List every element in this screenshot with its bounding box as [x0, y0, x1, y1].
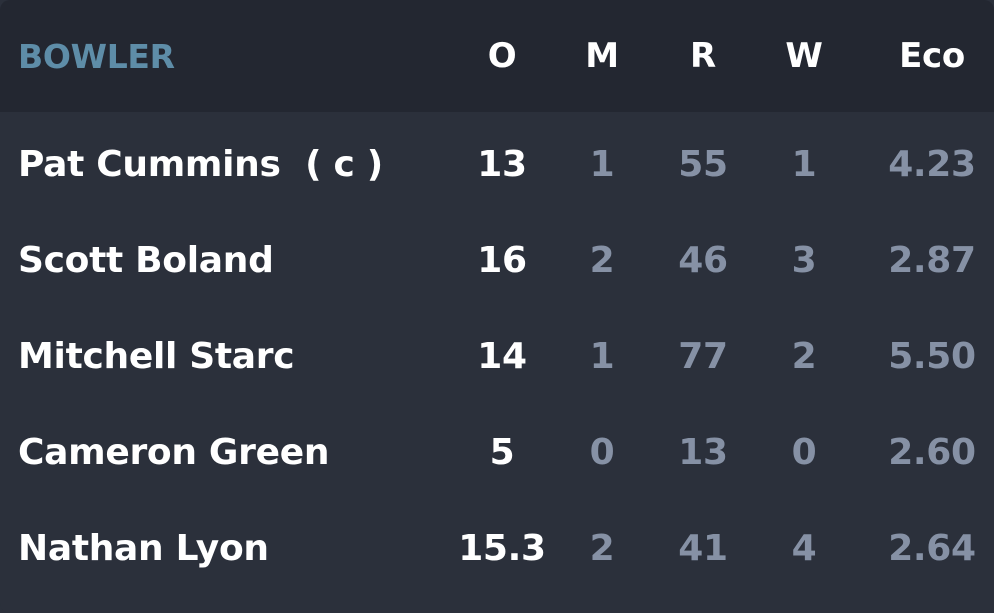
runs-value: 46: [678, 239, 728, 281]
maidens-value: 2: [589, 239, 615, 281]
bowler-name: Cameron Green: [18, 431, 330, 473]
table-row[interactable]: Pat Cummins ( c ) 13 1 55 1 4.23: [0, 116, 994, 212]
header-bowler: BOWLER: [18, 36, 175, 76]
overs-value: 14: [477, 335, 527, 377]
runs-value: 41: [678, 527, 728, 569]
maidens-value: 1: [589, 143, 615, 185]
bowler-name: Pat Cummins ( c ): [18, 143, 383, 185]
overs-value: 5: [489, 431, 515, 473]
header-economy: Eco: [899, 36, 965, 76]
economy-value: 2.87: [888, 239, 976, 281]
bowler-name: Scott Boland: [18, 239, 274, 281]
maidens-value: 1: [589, 335, 615, 377]
economy-value: 4.23: [888, 143, 976, 185]
table-row[interactable]: Mitchell Starc 14 1 77 2 5.50: [0, 308, 994, 404]
runs-value: 13: [678, 431, 728, 473]
wickets-value: 3: [791, 239, 817, 281]
header-overs: O: [487, 36, 517, 76]
table-row[interactable]: Nathan Lyon 15.3 2 41 4 2.64: [0, 500, 994, 596]
economy-value: 5.50: [888, 335, 976, 377]
header-maidens: M: [585, 36, 619, 76]
wickets-value: 0: [791, 431, 817, 473]
header-runs: R: [690, 36, 716, 76]
overs-value: 15.3: [458, 527, 546, 569]
maidens-value: 2: [589, 527, 615, 569]
table-row[interactable]: Cameron Green 5 0 13 0 2.60: [0, 404, 994, 500]
economy-value: 2.60: [888, 431, 976, 473]
overs-value: 13: [477, 143, 527, 185]
economy-value: 2.64: [888, 527, 976, 569]
bowler-name: Nathan Lyon: [18, 527, 269, 569]
header-wickets: W: [785, 36, 823, 76]
table-header: BOWLER O M R W Eco: [0, 0, 994, 112]
overs-value: 16: [477, 239, 527, 281]
bowler-name: Mitchell Starc: [18, 335, 295, 377]
table-body: Pat Cummins ( c ) 13 1 55 1 4.23 Scott B…: [0, 112, 994, 613]
wickets-value: 1: [791, 143, 817, 185]
maidens-value: 0: [589, 431, 615, 473]
runs-value: 77: [678, 335, 728, 377]
table-row[interactable]: Scott Boland 16 2 46 3 2.87: [0, 212, 994, 308]
wickets-value: 4: [791, 527, 817, 569]
wickets-value: 2: [791, 335, 817, 377]
runs-value: 55: [678, 143, 728, 185]
